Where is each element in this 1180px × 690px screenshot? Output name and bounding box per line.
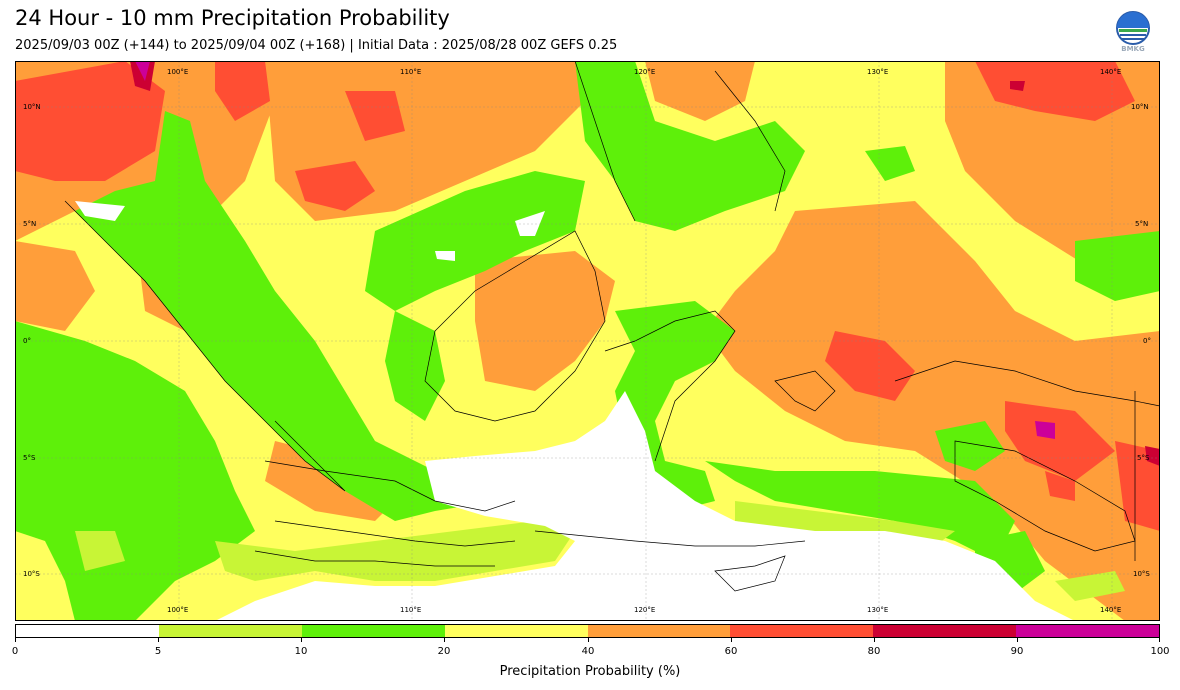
- lon-label-top: 100°E: [167, 68, 188, 76]
- colorbar-tick-label: 5: [154, 646, 162, 657]
- colorbar-tick-label: 90: [1010, 646, 1024, 657]
- lat-label-right: 5°S: [1137, 454, 1150, 462]
- colorbar-segment: [587, 625, 731, 637]
- lon-label-top: 110°E: [400, 68, 421, 76]
- colorbar-tick-label: 20: [437, 646, 451, 657]
- lat-label-right: 0°: [1143, 337, 1151, 345]
- lat-label-right: 10°S: [1133, 570, 1150, 578]
- colorbar-segment: [158, 625, 302, 637]
- colorbar-tick: [444, 638, 445, 642]
- lon-label-bottom: 110°E: [400, 606, 421, 614]
- lon-label-top: 140°E: [1100, 68, 1121, 76]
- prob-80-100-areas: [130, 61, 1160, 466]
- colorbar-tick: [1159, 638, 1160, 642]
- colorbar-tick-label: 0: [11, 646, 19, 657]
- lat-label-right: 10°N: [1131, 103, 1149, 111]
- colorbar-label: Precipitation Probability (%): [499, 664, 681, 679]
- graticule: [15, 61, 1160, 621]
- map-subtitle: 2025/09/03 00Z (+144) to 2025/09/04 00Z …: [15, 38, 618, 53]
- lon-label-top: 130°E: [867, 68, 888, 76]
- lat-label-left: 0°: [23, 337, 31, 345]
- colorbar-segment: [444, 625, 588, 637]
- lon-label-bottom: 130°E: [867, 606, 888, 614]
- prob-10-20-areas: [15, 61, 1160, 621]
- colorbar-segment: [16, 625, 159, 637]
- colorbar-segment: [730, 625, 874, 637]
- lat-label-left: 10°N: [23, 103, 41, 111]
- map-frame: [15, 61, 1160, 621]
- colorbar-tick: [731, 638, 732, 642]
- lon-label-bottom: 120°E: [634, 606, 655, 614]
- colorbar-tick: [874, 638, 875, 642]
- colorbar-tick: [15, 638, 16, 642]
- lat-label-left: 5°N: [23, 220, 36, 228]
- logo-text: BMKG: [1121, 45, 1145, 53]
- colorbar-tick-label: 60: [724, 646, 738, 657]
- colorbar-tick: [158, 638, 159, 642]
- colorbar-segment: [1016, 625, 1159, 637]
- bmkg-logo-icon: BMKG: [1112, 10, 1154, 56]
- lon-label-top: 120°E: [634, 68, 655, 76]
- lat-label-left: 5°S: [23, 454, 36, 462]
- coastlines: [64, 61, 1160, 592]
- colorbar: [15, 624, 1160, 638]
- colorbar-tick-label: 40: [581, 646, 595, 657]
- colorbar-tick: [1017, 638, 1018, 642]
- colorbar-tick-label: 80: [867, 646, 881, 657]
- colorbar-segment: [873, 625, 1017, 637]
- lon-label-bottom: 100°E: [167, 606, 188, 614]
- colorbar-tick-label: 10: [294, 646, 308, 657]
- map-title: 24 Hour - 10 mm Precipitation Probabilit…: [15, 6, 450, 30]
- colorbar-tick: [588, 638, 589, 642]
- lon-label-bottom: 140°E: [1100, 606, 1121, 614]
- colorbar-ticks: 0 5 10 20 40 60 80 90 100: [11, 638, 1170, 660]
- precipitation-map: 100°E 110°E 120°E 130°E 140°E 100°E 110°…: [15, 61, 1160, 621]
- lat-label-left: 10°S: [23, 570, 40, 578]
- colorbar-segment: [301, 625, 445, 637]
- prob-0-5-areas: [75, 201, 1075, 621]
- lat-label-right: 5°N: [1135, 220, 1148, 228]
- colorbar-tick-label: 100: [1150, 646, 1170, 657]
- colorbar-tick: [301, 638, 302, 642]
